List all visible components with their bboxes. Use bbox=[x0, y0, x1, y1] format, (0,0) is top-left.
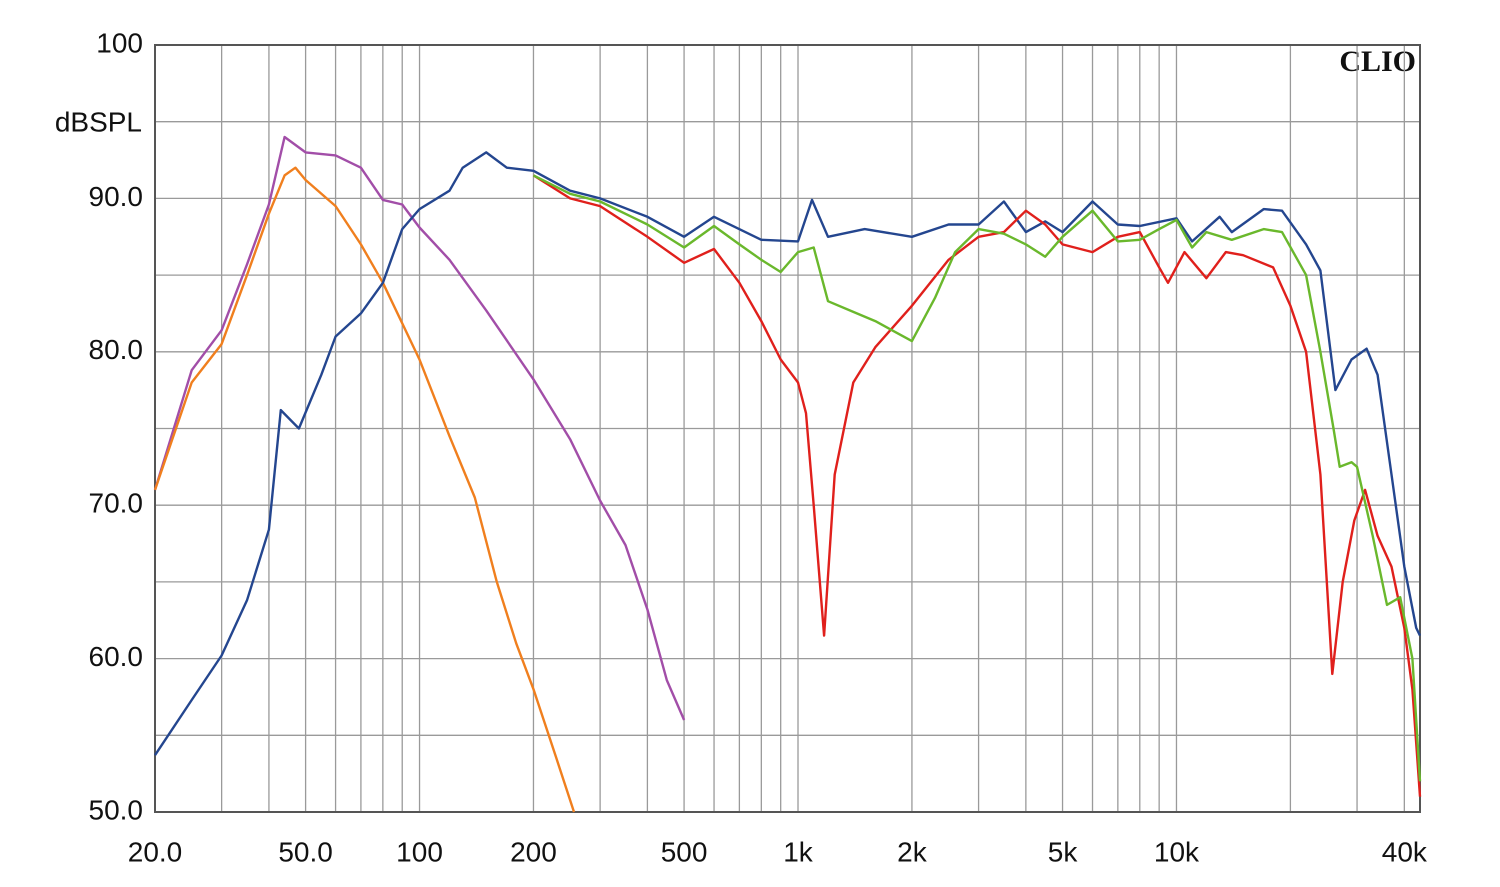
y-tick-label: 60.0 bbox=[89, 641, 144, 672]
x-tick-label: 1k bbox=[783, 836, 814, 867]
x-tick-label: 5k bbox=[1048, 836, 1079, 867]
series-line bbox=[153, 166, 576, 813]
x-tick-label: 50.0 bbox=[278, 836, 333, 867]
series-line bbox=[154, 151, 1422, 756]
series-line bbox=[532, 174, 1422, 782]
x-tick-label: 40k bbox=[1382, 836, 1428, 867]
plot-frame bbox=[154, 44, 1421, 813]
y-tick-label: 100 bbox=[96, 27, 143, 58]
y-tick-label: 50.0 bbox=[89, 794, 144, 825]
x-tick-label: 100 bbox=[396, 836, 443, 867]
y-tick-label: 70.0 bbox=[89, 488, 144, 519]
y-tick-label: 80.0 bbox=[89, 334, 144, 365]
series-line bbox=[532, 174, 1422, 797]
x-tick-label: 20.0 bbox=[128, 836, 183, 867]
y-tick-label: 90.0 bbox=[89, 181, 144, 212]
x-tick-label: 200 bbox=[510, 836, 557, 867]
x-tick-label: 500 bbox=[661, 836, 708, 867]
x-tick-label: 10k bbox=[1154, 836, 1200, 867]
series-line bbox=[153, 135, 686, 721]
x-tick-label: 2k bbox=[897, 836, 928, 867]
watermark: CLIO bbox=[1339, 45, 1416, 78]
y-axis-label: dBSPL bbox=[55, 106, 142, 137]
